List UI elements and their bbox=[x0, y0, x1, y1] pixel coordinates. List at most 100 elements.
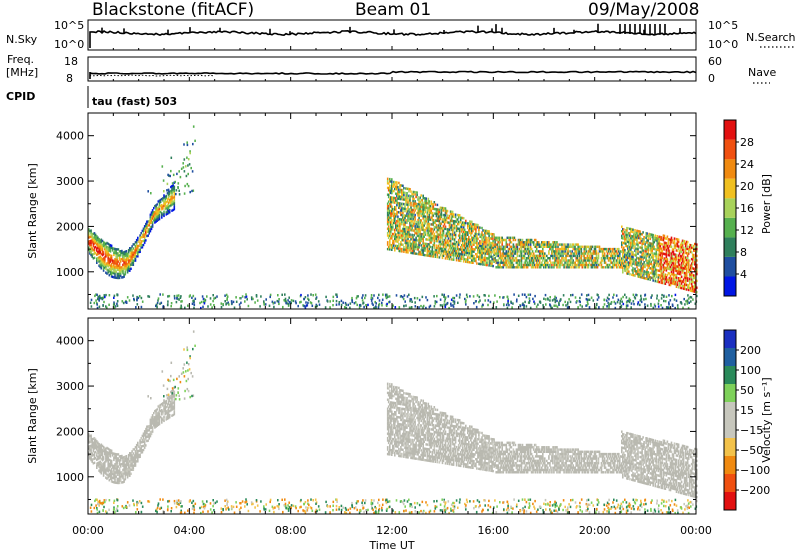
power-cell bbox=[564, 250, 566, 253]
power-cell bbox=[492, 249, 494, 252]
power-cell bbox=[409, 199, 411, 202]
power-cell bbox=[494, 238, 496, 242]
power-cell bbox=[561, 257, 563, 260]
power-cell bbox=[667, 306, 669, 309]
power-cell bbox=[636, 270, 638, 273]
power-cell bbox=[620, 305, 622, 308]
power-cell bbox=[546, 259, 548, 262]
power-cell bbox=[412, 213, 414, 216]
power-cell bbox=[659, 260, 662, 264]
power-cell bbox=[435, 300, 438, 304]
power-cell bbox=[161, 165, 164, 168]
power-cell bbox=[696, 272, 698, 276]
power-cell bbox=[643, 254, 645, 257]
power-cell bbox=[654, 266, 657, 269]
power-cell bbox=[524, 293, 526, 296]
power-cell bbox=[566, 266, 568, 269]
power-cell bbox=[424, 219, 426, 223]
power-cell bbox=[168, 204, 171, 208]
power-cell bbox=[554, 254, 556, 258]
power-cell bbox=[509, 238, 512, 242]
power-cell bbox=[422, 244, 424, 247]
power-cell bbox=[449, 255, 452, 259]
power-cell bbox=[439, 217, 442, 221]
power-cell bbox=[696, 291, 698, 294]
power-cell bbox=[485, 243, 487, 246]
power-cell bbox=[594, 266, 597, 269]
power-cell bbox=[123, 259, 125, 262]
power-cell bbox=[660, 267, 663, 271]
power-cell bbox=[434, 300, 437, 303]
power-cell bbox=[185, 165, 187, 168]
power-cell bbox=[465, 246, 467, 250]
power-cell bbox=[173, 201, 176, 205]
power-cell bbox=[423, 247, 425, 250]
power-cell bbox=[490, 237, 492, 240]
power-cell bbox=[691, 255, 694, 259]
power-cell bbox=[668, 283, 671, 287]
power-cell bbox=[441, 227, 444, 230]
power-cell bbox=[640, 267, 642, 270]
power-cell bbox=[585, 247, 588, 251]
power-cell bbox=[140, 240, 142, 243]
power-cell bbox=[584, 257, 587, 260]
power-cell bbox=[529, 245, 532, 248]
power-cell bbox=[121, 270, 123, 273]
power-cell bbox=[398, 204, 400, 207]
power-cell bbox=[662, 277, 665, 280]
power-cell bbox=[457, 243, 460, 246]
power-cell bbox=[448, 217, 451, 220]
power-cell bbox=[525, 243, 528, 246]
power-cell bbox=[505, 250, 508, 253]
power-cell bbox=[156, 207, 158, 210]
power-cell bbox=[630, 241, 632, 244]
power-cell bbox=[176, 294, 178, 297]
power-cell bbox=[523, 261, 526, 264]
power-cell bbox=[399, 220, 401, 223]
power-cell bbox=[450, 246, 453, 250]
power-cell bbox=[108, 303, 110, 306]
power-cell bbox=[378, 302, 381, 306]
power-cell bbox=[495, 238, 497, 242]
power-cell bbox=[423, 224, 425, 227]
power-cell bbox=[497, 236, 499, 239]
power-cell bbox=[694, 281, 696, 284]
power-cell bbox=[470, 227, 472, 230]
power-cell bbox=[104, 241, 106, 245]
power-cell bbox=[632, 267, 634, 270]
power-cell bbox=[629, 252, 631, 255]
power-cell bbox=[626, 235, 628, 239]
power-cell bbox=[122, 271, 124, 275]
power-cell bbox=[89, 235, 91, 239]
power-cell bbox=[420, 194, 422, 197]
power-cell bbox=[663, 299, 665, 303]
power-cell bbox=[476, 226, 478, 229]
power-cell bbox=[403, 221, 405, 224]
power-cell bbox=[137, 249, 139, 252]
power-cell bbox=[387, 209, 390, 212]
power-cell bbox=[622, 255, 624, 258]
power-cell bbox=[95, 293, 97, 296]
power-cell bbox=[419, 230, 421, 233]
power-cell bbox=[531, 254, 534, 258]
power-cell bbox=[625, 260, 627, 263]
power-cell bbox=[504, 245, 507, 248]
power-cell bbox=[680, 286, 683, 290]
power-cell bbox=[421, 203, 423, 206]
power-cell bbox=[591, 254, 594, 258]
power-cell bbox=[638, 257, 640, 260]
power-cell bbox=[142, 233, 145, 236]
power-cell bbox=[377, 296, 379, 300]
power-cell bbox=[98, 260, 100, 263]
power-cell bbox=[581, 261, 584, 264]
power-cell bbox=[500, 261, 502, 264]
power-cell bbox=[105, 267, 107, 270]
power-cell bbox=[665, 237, 668, 240]
power-cell bbox=[486, 259, 488, 262]
power-cell bbox=[593, 259, 596, 262]
power-cell bbox=[442, 229, 445, 233]
power-cell bbox=[604, 247, 607, 251]
power-cell bbox=[442, 225, 445, 228]
power-cell bbox=[399, 249, 401, 253]
power-cell bbox=[391, 189, 393, 192]
